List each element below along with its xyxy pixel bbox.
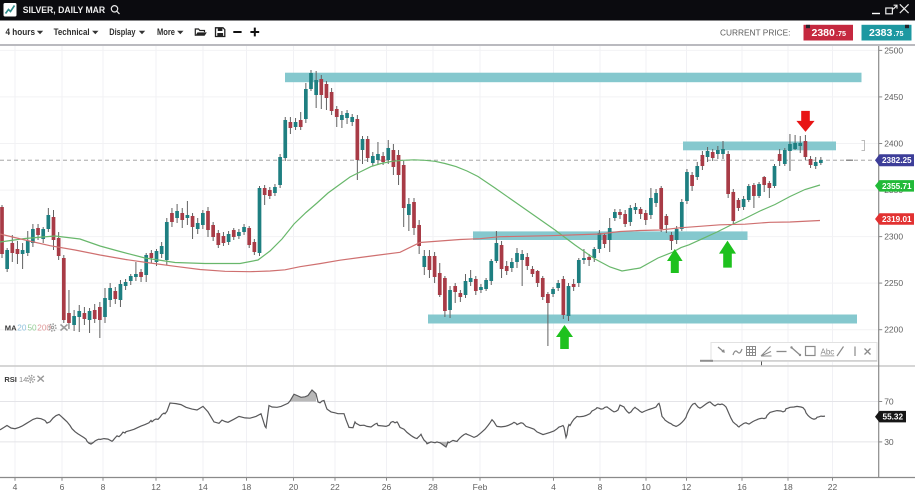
svg-text:16: 16: [737, 482, 747, 492]
svg-text:2250: 2250: [884, 278, 903, 288]
svg-text:2319.01: 2319.01: [882, 215, 912, 224]
svg-text:18: 18: [242, 482, 252, 492]
svg-text:28: 28: [428, 482, 438, 492]
svg-text:4: 4: [551, 482, 556, 492]
svg-text:Abc: Abc: [821, 348, 835, 357]
svg-text:30: 30: [884, 437, 894, 447]
svg-text:2500: 2500: [884, 45, 903, 55]
svg-text:14: 14: [19, 375, 27, 384]
svg-text:More: More: [157, 26, 175, 37]
svg-text:2382.25: 2382.25: [882, 156, 912, 165]
svg-text:2355.71: 2355.71: [882, 182, 912, 191]
svg-text:2200: 2200: [884, 325, 903, 335]
svg-text:4 hours: 4 hours: [6, 26, 36, 37]
svg-text:12: 12: [151, 482, 161, 492]
svg-text:6: 6: [60, 482, 65, 492]
svg-text:Feb: Feb: [473, 482, 488, 492]
svg-text:20: 20: [17, 324, 27, 333]
svg-text:2400: 2400: [884, 139, 903, 149]
svg-text:CURRENT PRICE:: CURRENT PRICE:: [720, 27, 791, 37]
svg-text:Technical: Technical: [54, 26, 90, 37]
svg-text:2300: 2300: [884, 232, 903, 242]
svg-text:14: 14: [198, 482, 208, 492]
svg-text:200: 200: [37, 324, 51, 333]
svg-text:2450: 2450: [884, 92, 903, 102]
svg-text:26: 26: [382, 482, 392, 492]
svg-text:50: 50: [28, 324, 38, 333]
svg-text:22: 22: [330, 482, 340, 492]
svg-text:.75: .75: [836, 29, 846, 38]
svg-text:.75: .75: [894, 29, 904, 38]
svg-text:RSI: RSI: [4, 375, 17, 384]
svg-text:55.32: 55.32: [883, 413, 904, 422]
svg-text:2380: 2380: [812, 27, 836, 39]
svg-text:12: 12: [682, 482, 692, 492]
svg-text:70: 70: [884, 397, 894, 407]
svg-text:20: 20: [289, 482, 299, 492]
svg-text:22: 22: [828, 482, 838, 492]
svg-text:SILVER, DAILY MAR: SILVER, DAILY MAR: [23, 5, 106, 15]
svg-text:2383: 2383: [869, 27, 893, 39]
svg-text:4: 4: [13, 482, 18, 492]
svg-text:MA: MA: [5, 324, 17, 333]
svg-text:Display: Display: [109, 26, 136, 37]
svg-text:18: 18: [783, 482, 793, 492]
svg-text:8: 8: [598, 482, 603, 492]
svg-text:10: 10: [641, 482, 651, 492]
svg-text:8: 8: [101, 482, 106, 492]
